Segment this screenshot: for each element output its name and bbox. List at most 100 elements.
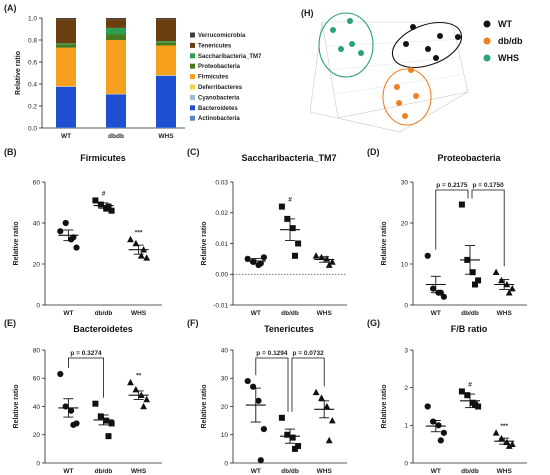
y-tick-label: 60 <box>33 376 41 383</box>
bar-segment <box>56 19 76 44</box>
panel-e: (E) Bacteroidetes 0 20 40 60 80 Relative ratio W… <box>4 318 162 475</box>
data-point <box>464 392 471 399</box>
p-value-label: p = 0.3274 <box>70 350 102 357</box>
data-point <box>140 402 147 410</box>
data-point <box>424 403 431 410</box>
panel-d: (D) Proteobacteria 0 10 20 30 Relative ratio WT… <box>367 147 527 317</box>
p-value-label: p = 0.0732 <box>292 350 324 357</box>
panel-f: (F) Tenericutes 0 10 20 30 40 Relative ratio WT d… <box>187 318 347 475</box>
panel-g-label: (G) <box>367 318 380 328</box>
data-point <box>424 252 431 259</box>
panel-title: Bacteroidetes <box>73 324 133 334</box>
y-tick-label: 0.02 <box>215 210 228 217</box>
panel-title: Proteobacteria <box>437 153 501 163</box>
y-tick-label: 0 <box>224 460 228 467</box>
bar-segment <box>106 127 126 128</box>
bar-segment <box>56 47 76 87</box>
pca-point <box>347 18 353 24</box>
y-tick-label: 20 <box>221 404 229 411</box>
legend-item: Firmicutes <box>198 75 229 81</box>
data-point <box>430 418 437 425</box>
x-tick-label: WHS <box>497 310 513 317</box>
data-point <box>492 268 500 275</box>
data-point <box>312 388 320 396</box>
bar-segment <box>156 75 176 128</box>
significance-mark: # <box>288 197 292 204</box>
data-point <box>127 235 134 243</box>
x-tick-label: WT <box>61 133 71 140</box>
legend-item: Saccharibacteria_TM7 <box>198 54 262 60</box>
data-point <box>312 252 320 259</box>
legend-item: Tenericutes <box>198 43 232 49</box>
legend-swatch <box>190 115 195 121</box>
data-point <box>508 285 516 292</box>
pca-grid <box>333 74 465 95</box>
data-point <box>492 429 500 436</box>
legend-swatch <box>190 105 195 111</box>
y-tick-label: 0 <box>36 302 40 309</box>
x-tick-label: WHS <box>131 310 147 317</box>
panel-title: F/B ratio <box>451 324 488 334</box>
pca-frame-edge <box>399 91 469 133</box>
pca-ellipse <box>318 12 374 78</box>
y-tick-label: 20 <box>33 432 41 439</box>
data-point <box>472 281 478 288</box>
significance-mark: # <box>468 381 472 388</box>
pca-point <box>338 46 344 52</box>
pca-point <box>394 84 400 90</box>
y-tick-label: 30 <box>401 179 409 186</box>
y-tick-label: 0 <box>404 302 408 309</box>
data-point <box>97 201 104 208</box>
pca-point <box>410 24 416 30</box>
bar-segment <box>156 41 176 43</box>
data-point <box>289 434 296 441</box>
y-tick-label: 0.03 <box>215 179 228 186</box>
x-tick-label: WHS <box>497 468 513 475</box>
panel-a-label: (A) <box>4 3 17 13</box>
legend-swatch <box>190 74 195 80</box>
x-tick-label: WHS <box>317 310 333 317</box>
data-point <box>92 400 99 407</box>
bar-segment <box>56 18 76 20</box>
data-point <box>472 401 478 408</box>
p-value-label: p = 0.2175 <box>436 182 468 189</box>
data-point <box>440 429 447 436</box>
y-tick-label: 10 <box>221 432 229 439</box>
y-tick-label: 1.0 <box>28 15 37 22</box>
data-point <box>323 402 331 410</box>
data-point <box>292 445 298 452</box>
panel-title: Saccharibacteria_TM7 <box>241 153 336 163</box>
y-axis-label: Relative ratio <box>381 222 388 266</box>
pca-point <box>330 27 336 33</box>
bar-segment <box>156 42 176 46</box>
data-point <box>260 426 267 433</box>
panel-d-label: (D) <box>367 147 380 157</box>
legend-item: Deferribacteres <box>198 85 243 91</box>
comparison-bracket <box>435 189 469 250</box>
y-tick-label: 30 <box>221 376 229 383</box>
data-point <box>469 269 476 276</box>
pca-point <box>437 33 443 39</box>
x-tick-label: WHS <box>131 468 147 475</box>
data-point <box>62 403 69 410</box>
significance-mark: *** <box>135 229 143 236</box>
x-tick-label: db/db <box>95 468 113 475</box>
data-point <box>62 219 69 227</box>
data-point <box>505 289 513 296</box>
data-point <box>328 258 336 265</box>
y-tick-label: 0.01 <box>215 241 228 248</box>
data-point <box>437 437 444 444</box>
panel-h-label: (H) <box>301 8 314 18</box>
data-point <box>289 225 296 232</box>
panel-c: (C) Saccharibacteria_TM7 -0.01 0.00 0.01 0.02… <box>187 147 347 317</box>
p-value-label: p = 0.1750 <box>472 182 504 189</box>
data-point <box>278 203 285 210</box>
x-tick-label: WT <box>251 468 261 475</box>
y-tick-label: 40 <box>33 220 41 227</box>
legend-swatch <box>190 42 195 48</box>
data-point <box>284 431 291 438</box>
pca-grid <box>325 39 457 47</box>
data-point <box>250 258 257 266</box>
data-point <box>505 442 513 449</box>
bar-segment <box>56 86 76 128</box>
